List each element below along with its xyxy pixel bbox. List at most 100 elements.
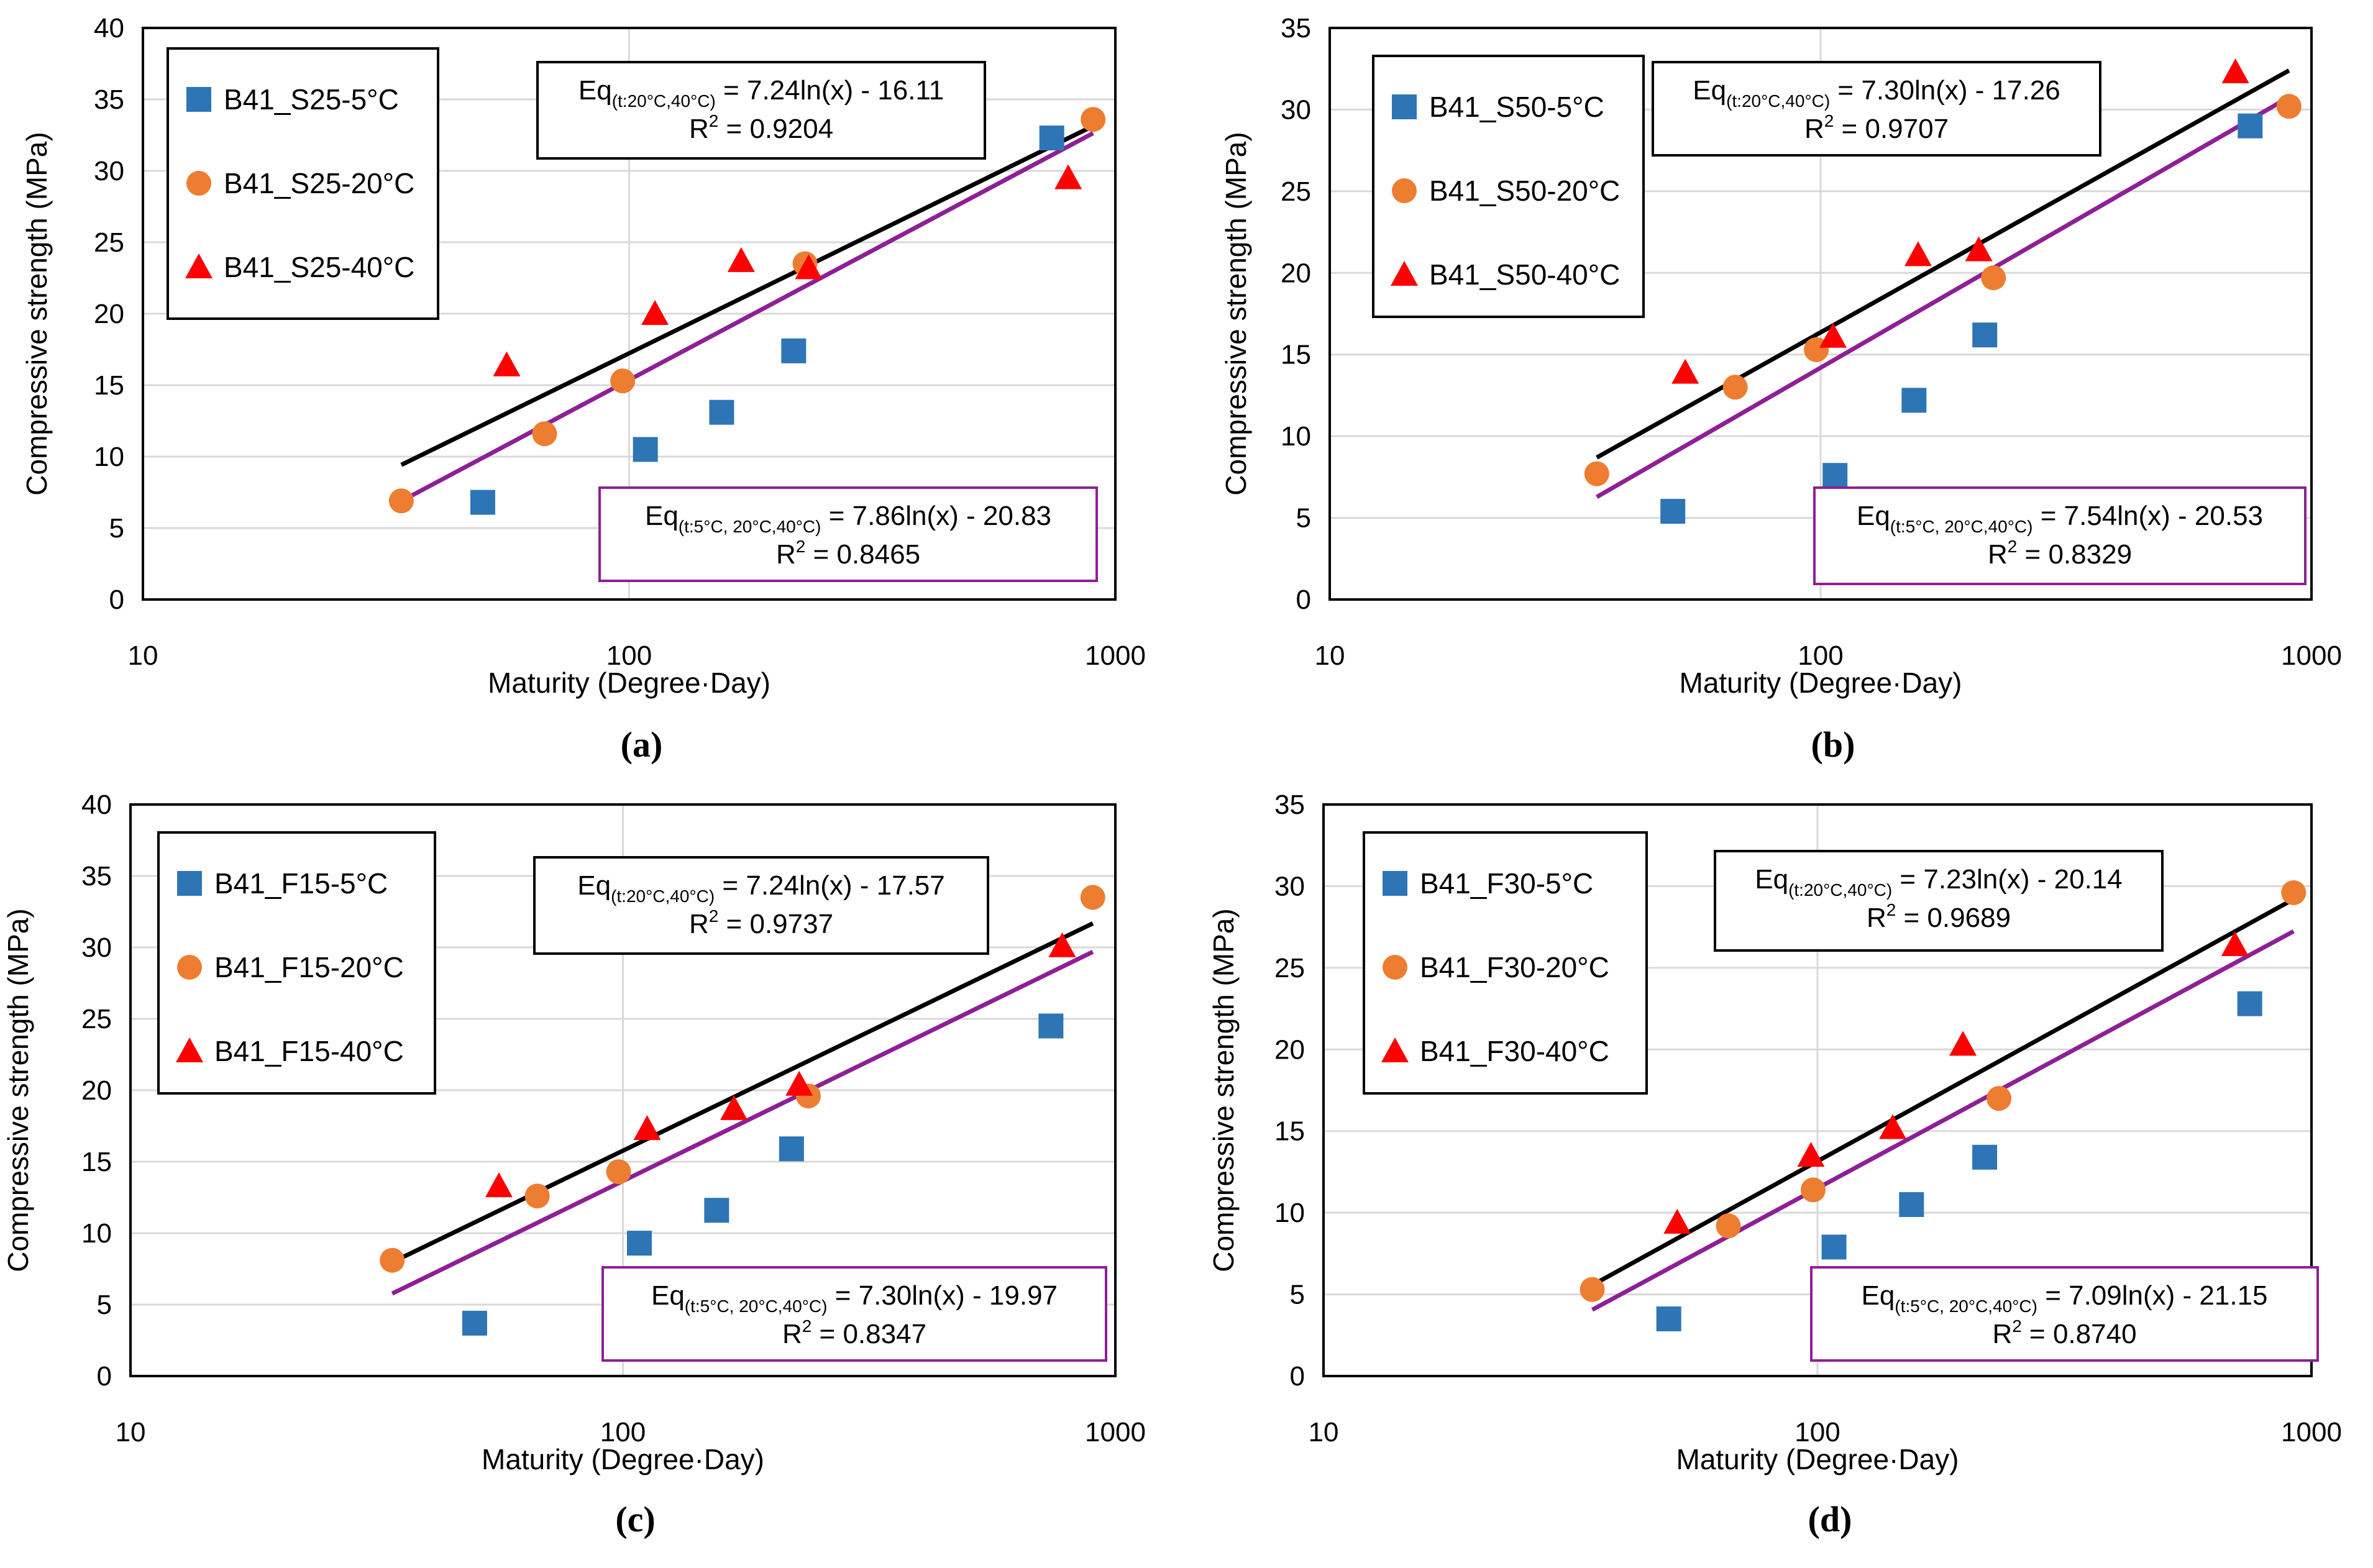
x-tick-label: 100 xyxy=(1798,640,1843,671)
y-tick-label: 0 xyxy=(1290,1361,1305,1392)
data-point-square xyxy=(1899,1192,1924,1217)
equation-text: Eq(t:20°C,40°C) = 7.30ln(x) - 17.26 xyxy=(1693,75,2060,111)
data-point-square xyxy=(709,399,734,425)
y-tick-label: 0 xyxy=(97,1361,112,1392)
y-tick-label: 30 xyxy=(81,932,112,963)
data-point-square xyxy=(1972,322,1998,348)
data-point-square xyxy=(462,1310,487,1336)
trendline-fit-20-40 xyxy=(1596,68,2290,460)
legend-label: B41_F15-40°C xyxy=(214,1035,404,1067)
data-point-circle xyxy=(532,421,557,447)
y-tick-label: 10 xyxy=(1281,421,1311,452)
data-point-square xyxy=(1660,499,1686,524)
data-point-triangle xyxy=(785,1070,813,1096)
trendline-fit-all xyxy=(1596,95,2290,499)
legend-marker-triangle xyxy=(1391,261,1418,286)
legend-label: B41_F15-20°C xyxy=(214,951,404,983)
data-point-triangle xyxy=(1054,164,1082,189)
r-squared-text: R2 = 0.9689 xyxy=(1867,900,2011,933)
y-tick-label: 35 xyxy=(1281,13,1311,43)
data-point-circle xyxy=(610,368,636,394)
legend-marker-circle xyxy=(1383,955,1407,980)
data-point-square xyxy=(2238,113,2263,139)
equation-text: Eq(t:20°C,40°C) = 7.23ln(x) - 20.14 xyxy=(1755,864,2123,900)
y-tick-label: 10 xyxy=(94,442,124,472)
data-point-square xyxy=(1039,125,1064,151)
y-tick-label: 5 xyxy=(1296,503,1311,534)
data-point-circle xyxy=(1081,107,1106,132)
data-point-circle xyxy=(1716,1213,1741,1239)
equation-box-all: Eq(t:5°C, 20°C,40°C) = 7.86ln(x) - 20.83… xyxy=(598,486,1098,582)
x-tick-label: 1000 xyxy=(2281,640,2342,671)
plot-area-frame xyxy=(129,803,1117,1377)
legend-label: B41_S25-20°C xyxy=(224,167,414,199)
equation-text: Eq(t:5°C, 20°C,40°C) = 7.54ln(x) - 20.53 xyxy=(1857,501,2263,536)
y-tick-label: 25 xyxy=(1274,953,1305,983)
data-point-square xyxy=(1038,1013,1064,1039)
trendline-fit-all xyxy=(400,131,1094,503)
y-tick-label: 40 xyxy=(94,13,124,43)
data-point-triangle xyxy=(1904,241,1932,267)
y-tick-label: 15 xyxy=(81,1147,112,1177)
y-tick-label: 15 xyxy=(94,370,124,401)
panel-label: (a) xyxy=(621,724,663,765)
data-point-circle xyxy=(1080,885,1105,910)
y-tick-label: 10 xyxy=(81,1218,112,1249)
equation-text: Eq(t:5°C, 20°C,40°C) = 7.09ln(x) - 21.15 xyxy=(1861,1280,2267,1316)
y-axis-title: Compressive strength (MPa) xyxy=(21,132,53,495)
x-tick-label: 100 xyxy=(606,640,652,671)
legend: B41_S25-5°C B41_S25-20°C B41_S25-40°C xyxy=(167,47,439,320)
plot-area-frame xyxy=(142,27,1117,601)
legend-marker-circle xyxy=(186,171,211,196)
x-axis-title: Maturity (Degree·Day) xyxy=(1680,667,1962,699)
trendline-fit-20-40 xyxy=(391,921,1094,1265)
y-axis-title: Compressive strength (MPa) xyxy=(2,908,34,1272)
y-tick-label: 15 xyxy=(1274,1116,1305,1147)
data-point-circle xyxy=(2276,94,2302,119)
data-point-circle xyxy=(388,488,414,514)
data-point-triangle xyxy=(641,300,669,325)
data-point-triangle xyxy=(2221,931,2249,957)
equation-text: Eq(t:5°C, 20°C,40°C) = 7.86ln(x) - 20.83 xyxy=(645,501,1051,536)
y-tick-label: 25 xyxy=(81,1004,112,1034)
equation-box-all: Eq(t:5°C, 20°C,40°C) = 7.09ln(x) - 21.15… xyxy=(1810,1266,2319,1362)
data-point-circle xyxy=(524,1183,550,1209)
y-tick-label: 20 xyxy=(94,299,124,329)
y-tick-label: 20 xyxy=(1274,1034,1305,1065)
y-tick-label: 5 xyxy=(109,513,124,544)
equation-text: Eq(t:20°C,40°C) = 7.24ln(x) - 16.11 xyxy=(578,75,944,111)
y-axis-title: Compressive strength (MPa) xyxy=(1207,908,1240,1272)
data-point-triangle xyxy=(2221,58,2249,83)
x-tick-label: 10 xyxy=(1309,1417,1339,1447)
y-tick-label: 40 xyxy=(81,790,112,820)
panel-label: (d) xyxy=(1808,1499,1852,1539)
y-tick-label: 20 xyxy=(1281,258,1311,288)
x-tick-label: 10 xyxy=(116,1417,146,1447)
x-axis-title: Maturity (Degree·Day) xyxy=(482,1443,764,1475)
trendline-fit-20-40 xyxy=(1591,897,2295,1287)
trendline-fit-20-40 xyxy=(400,124,1094,467)
r-squared-text: R2 = 0.8329 xyxy=(1988,537,2132,570)
data-point-square xyxy=(633,437,658,462)
legend-label: B41_F30-40°C xyxy=(1420,1035,1609,1067)
legend-marker-square xyxy=(1383,871,1407,896)
x-tick-label: 100 xyxy=(600,1417,646,1447)
data-point-square xyxy=(1972,1144,1998,1170)
data-point-square xyxy=(704,1198,729,1223)
plot-area-frame xyxy=(1328,27,2313,601)
y-tick-label: 25 xyxy=(94,227,124,258)
r-squared-text: R2 = 0.9737 xyxy=(689,906,833,939)
trendline-fit-all xyxy=(1591,929,2295,1312)
r-squared-text: R2 = 0.8347 xyxy=(782,1316,926,1349)
data-point-triangle xyxy=(1965,236,1993,262)
y-tick-label: 30 xyxy=(1274,871,1305,901)
legend-label: B41_F15-5°C xyxy=(214,867,388,900)
data-point-triangle xyxy=(1879,1114,1907,1139)
r-squared-text: R2 = 0.8465 xyxy=(776,537,920,570)
data-point-triangle xyxy=(720,1095,748,1120)
y-tick-label: 35 xyxy=(1274,790,1305,820)
